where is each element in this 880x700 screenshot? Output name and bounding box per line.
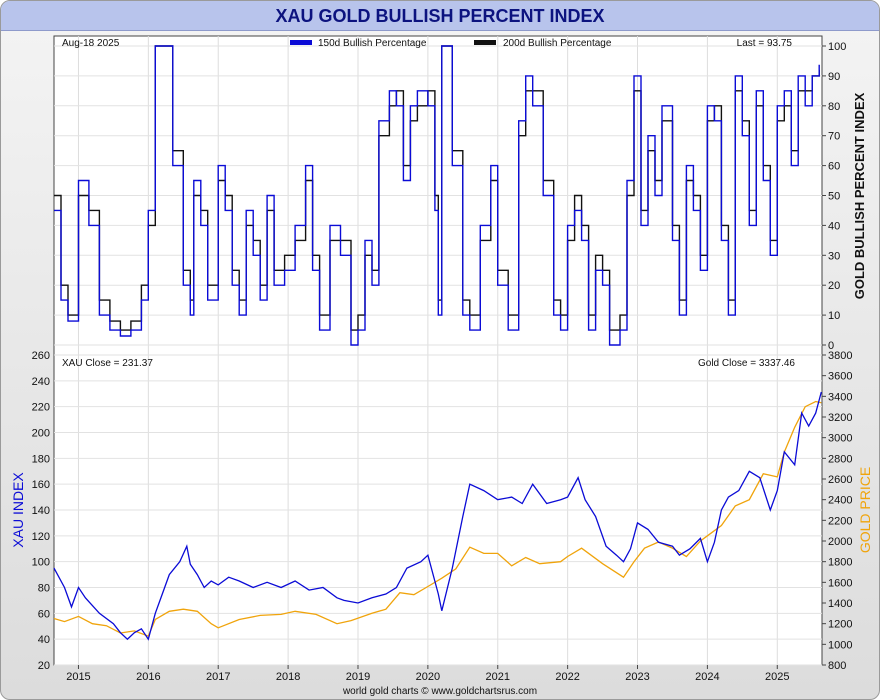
x-tick-label: 2022	[555, 671, 579, 683]
x-tick-label: 2023	[625, 671, 649, 683]
bottom-left-y-axis-title: XAU INDEX	[10, 472, 26, 548]
bottom-right-y-tick-label: 2400	[828, 495, 852, 507]
legend-label-150d: 150d Bullish Percentage	[318, 38, 427, 49]
legend-swatch-150d	[290, 40, 312, 45]
bottom-right-y-tick-label: 1000	[828, 639, 852, 651]
top-y-tick-label: 30	[828, 250, 840, 262]
bottom-left-y-tick-label: 260	[32, 350, 50, 362]
series-150d-bullish-line	[54, 45, 820, 346]
x-tick-label: 2019	[346, 671, 370, 683]
bottom-right-y-tick-label: 1200	[828, 619, 852, 631]
x-tick-label: 2015	[66, 671, 90, 683]
x-tick-labels: 2015 2016 2017 2018 2019 2020 2021 2022 2023 2024…	[66, 665, 790, 683]
gold-close-label: Gold Close = 3337.46	[698, 358, 795, 369]
x-tick-label: 2020	[416, 671, 440, 683]
bottom-left-y-tick-label: 140	[32, 505, 50, 517]
bottom-left-y-tick-label: 60	[38, 608, 50, 620]
bottom-right-y-tick-label: 3400	[828, 391, 852, 403]
series-xau-close-line	[53, 391, 822, 641]
bottom-right-y-tick-labels: 800 1000 1200 1400 1600 1800 2000 2200 2400 2600 2…	[822, 350, 852, 672]
last-value-label: Last = 93.75	[737, 38, 793, 49]
bottom-left-y-tick-label: 200	[32, 428, 50, 440]
top-y-tick-label: 90	[828, 71, 840, 83]
top-y-tick-label: 50	[828, 191, 840, 203]
top-y-tick-labels: 0 10 20 30 40 50 60 70 80 90 100	[822, 41, 846, 352]
legend-swatch-200d	[474, 40, 496, 45]
top-y-tick-label: 100	[828, 41, 846, 53]
top-y-tick-label: 0	[828, 340, 834, 352]
chart-title: XAU GOLD BULLISH PERCENT INDEX	[275, 6, 605, 26]
bottom-right-y-tick-label: 2600	[828, 474, 852, 486]
bottom-right-y-tick-label: 2200	[828, 515, 852, 527]
bottom-right-y-tick-label: 1400	[828, 598, 852, 610]
bottom-right-y-tick-label: 2800	[828, 453, 852, 465]
x-tick-label: 2024	[695, 671, 719, 683]
bottom-left-y-tick-label: 180	[32, 453, 50, 465]
bottom-left-y-tick-label: 20	[38, 660, 50, 672]
bottom-left-y-tick-label: 80	[38, 583, 50, 595]
bottom-right-y-tick-label: 1800	[828, 557, 852, 569]
bottom-right-y-tick-label: 3000	[828, 433, 852, 445]
date-label: Aug-18 2025	[62, 38, 120, 49]
series-gold-close-line	[53, 400, 822, 637]
top-y-tick-label: 60	[828, 161, 840, 173]
bottom-right-y-tick-label: 3800	[828, 350, 852, 362]
top-y-tick-label: 80	[828, 101, 840, 113]
x-tick-label: 2017	[206, 671, 230, 683]
legend-label-200d: 200d Bullish Percentage	[503, 38, 612, 49]
x-tick-label: 2016	[136, 671, 160, 683]
bottom-right-y-tick-label: 3200	[828, 412, 852, 424]
x-tick-label: 2018	[276, 671, 300, 683]
bottom-left-y-tick-label: 220	[32, 402, 50, 414]
footer-credit: world gold charts © www.goldchartsrus.co…	[342, 686, 537, 697]
x-tick-label: 2025	[765, 671, 789, 683]
bottom-left-y-tick-label: 40	[38, 634, 50, 646]
bottom-left-y-tick-labels: 20 40 60 80 100 120 140 160 180 200 220 240 260	[32, 350, 50, 672]
bottom-right-y-tick-label: 2000	[828, 536, 852, 548]
bottom-right-y-tick-label: 3600	[828, 371, 852, 383]
top-y-tick-label: 20	[828, 280, 840, 292]
bottom-left-y-tick-label: 100	[32, 557, 50, 569]
bottom-series-lines	[53, 391, 822, 641]
x-tick-label: 2021	[486, 671, 510, 683]
top-y-tick-label: 10	[828, 310, 840, 322]
bottom-gridlines	[54, 354, 822, 666]
bottom-left-y-tick-label: 240	[32, 376, 50, 388]
bottom-left-y-tick-label: 120	[32, 531, 50, 543]
title-bar: XAU GOLD BULLISH PERCENT INDEX	[1, 1, 879, 31]
top-y-tick-label: 40	[828, 220, 840, 232]
bottom-right-y-tick-label: 800	[828, 660, 846, 672]
top-series-lines	[54, 45, 820, 346]
top-y-axis-title: GOLD BULLISH PERCENT INDEX	[852, 92, 867, 299]
top-y-tick-label: 70	[828, 131, 840, 143]
bottom-left-y-tick-label: 160	[32, 479, 50, 491]
xau-close-label: XAU Close = 231.37	[62, 358, 153, 369]
bottom-right-y-tick-label: 1600	[828, 577, 852, 589]
bottom-right-y-axis-title: GOLD PRICE	[857, 467, 873, 553]
